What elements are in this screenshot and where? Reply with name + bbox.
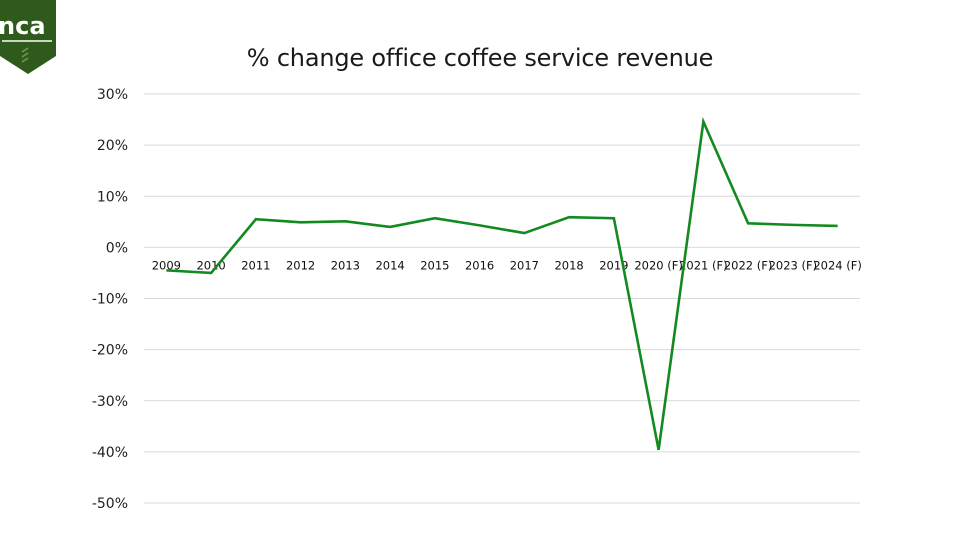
x-tick-label: 2013 (331, 258, 360, 272)
y-tick-label: -10% (92, 292, 128, 308)
x-tick-label: 2017 (510, 258, 539, 272)
y-tick-label: 10% (97, 189, 128, 205)
x-tick-label: 2009 (152, 258, 181, 272)
x-tick-label: 2018 (554, 258, 583, 272)
svg-text:nca: nca (0, 12, 46, 40)
x-tick-label: 2010 (196, 258, 225, 272)
x-tick-label: 2020 (F) (634, 258, 683, 272)
chart-title: % change office coffee service revenue (246, 44, 714, 72)
nca-logo: nca (0, 0, 56, 74)
x-tick-label: 2014 (375, 258, 404, 272)
x-tick-label: 2012 (286, 258, 315, 272)
x-tick-label: 2023 (F) (769, 258, 818, 272)
y-tick-label: 20% (97, 138, 128, 154)
x-tick-label: 2011 (241, 258, 270, 272)
series-line (166, 116, 838, 451)
x-tick-label: 2024 (F) (813, 258, 862, 272)
x-tick-label: 2022 (F) (724, 258, 773, 272)
y-tick-label: -40% (92, 445, 128, 461)
y-tick-label: 0% (106, 240, 128, 256)
x-tick-label: 2021 (F) (679, 258, 728, 272)
y-tick-label: -50% (92, 496, 128, 512)
y-tick-label: 30% (97, 87, 128, 103)
y-tick-label: -30% (92, 394, 128, 410)
y-tick-label: -20% (92, 343, 128, 359)
x-tick-label: 2015 (420, 258, 449, 272)
x-tick-label: 2016 (465, 258, 494, 272)
